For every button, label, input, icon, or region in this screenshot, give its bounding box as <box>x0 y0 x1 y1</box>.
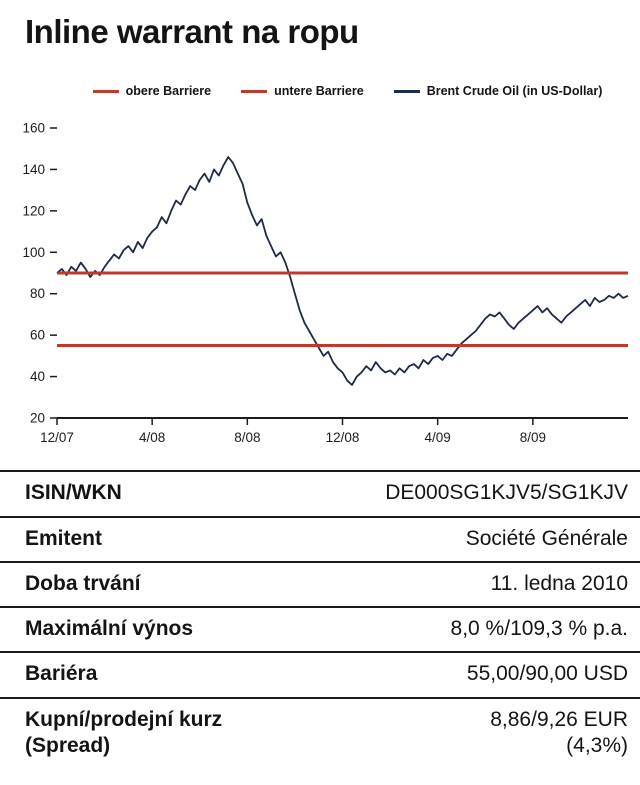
y-axis-label: 160 <box>22 121 45 136</box>
row-value: Société Générale <box>465 526 628 550</box>
y-axis-label: 100 <box>22 245 45 260</box>
brent-line-icon <box>393 89 420 93</box>
x-axis-label: 8/09 <box>520 430 546 445</box>
chart-legend: obere Barriere untere Barriere Brent Crude… <box>0 84 640 98</box>
x-axis-label: 4/09 <box>425 430 451 445</box>
row-value: 55,00/90,00 USD <box>466 662 628 686</box>
page-title: Inline warrant na ropu <box>25 13 359 50</box>
x-axis-label: 4/08 <box>139 430 165 445</box>
legend-label: obere Barriere <box>125 84 212 99</box>
row-value: 11. ledna 2010 <box>490 571 628 595</box>
x-axis-label: 12/08 <box>326 430 360 445</box>
legend-label: untere Barriere <box>274 84 364 99</box>
warrant-info-table: ISIN/WKN DE000SG1KJV5/SG1KJV Emitent Sociét… <box>0 470 640 768</box>
row-label: Doba trvání <box>25 571 141 595</box>
y-axis-label: 40 <box>30 369 45 384</box>
row-label: Maximální výnos <box>25 617 194 641</box>
legend-item: obere Barriere <box>92 84 212 99</box>
x-axis-label: 12/07 <box>40 430 74 445</box>
brent-price-line <box>56 156 629 387</box>
row-label: Kupní/prodejní kurz (Spread) <box>25 707 223 757</box>
y-axis-label: 20 <box>30 411 45 426</box>
y-axis-label: 120 <box>22 204 45 219</box>
row-label: ISIN/WKN <box>25 481 122 505</box>
row-label: Bariéra <box>25 662 98 686</box>
row-value: 8,86/9,26 EUR (4,3%) <box>490 707 628 757</box>
legend-item: untere Barriere <box>241 84 364 98</box>
x-axis-label: 8/08 <box>234 430 260 445</box>
legend-label: Brent Crude Oil (in US-Dollar) <box>426 84 603 99</box>
lower-barrier-line-icon <box>241 89 268 93</box>
row-label: Emitent <box>25 526 103 550</box>
y-axis-label: 80 <box>30 287 45 302</box>
price-chart: 20 40 60 80 100 120 140 160 12/07 4/08 8/08 12/08 4/… <box>22 121 629 445</box>
row-value: 8,0 %/109,3 % p.a. <box>450 617 628 641</box>
row-value: DE000SG1KJV5/SG1KJV <box>385 481 628 505</box>
table-row: Bariéra 55,00/90,00 USD <box>0 651 640 696</box>
table-row: Doba trvání 11. ledna 2010 <box>0 560 640 606</box>
upper-barrier-line-icon <box>92 89 119 93</box>
chart-area: 20 40 60 80 100 120 140 160 12/07 4/08 8/08 12/08 4/… <box>0 102 640 464</box>
y-axis-label: 60 <box>30 328 45 343</box>
table-row: Kupní/prodejní kurz (Spread) 8,86/9,26 EU… <box>0 696 640 769</box>
table-row: Maximální výnos 8,0 %/109,3 % p.a. <box>0 606 640 651</box>
legend-item: Brent Crude Oil (in US-Dollar) <box>393 84 603 99</box>
y-axis-label: 140 <box>22 162 45 177</box>
table-row: ISIN/WKN DE000SG1KJV5/SG1KJV <box>0 470 640 515</box>
table-row: Emitent Société Générale <box>0 515 640 561</box>
